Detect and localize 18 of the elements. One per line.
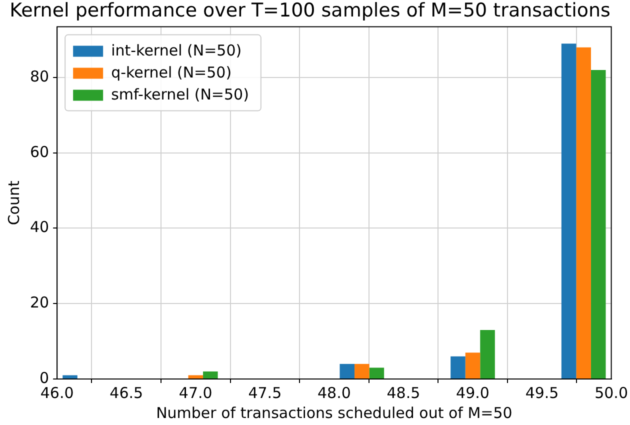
- x-tick-label: 46.5: [110, 384, 144, 402]
- legend-label: smf-kernel (N=50): [111, 86, 249, 104]
- x-tick-label: 49.5: [525, 384, 559, 402]
- x-tick-label: 48.0: [317, 384, 351, 402]
- y-tick-label: 60: [30, 142, 50, 161]
- x-tick-label: 47.0: [178, 384, 212, 402]
- x-axis-title: Number of transactions scheduled out of M=50: [156, 404, 512, 422]
- x-tick-label: 50.0: [594, 384, 628, 402]
- legend-label: int-kernel (N=50): [111, 42, 242, 60]
- y-tick-label: 40: [30, 218, 50, 236]
- chart-title: Kernel performance over T=100 samples of M=50 transactions: [10, 0, 610, 22]
- legend-label: q-kernel (N=50): [111, 64, 232, 82]
- y-tick-label: 20: [30, 294, 50, 312]
- y-axis-title: Count: [4, 180, 23, 226]
- x-tick-label: 47.5: [248, 384, 282, 402]
- x-tick-label: 49.0: [456, 384, 490, 402]
- y-tick-label: 80: [30, 67, 50, 86]
- x-tick-label: 48.5: [386, 384, 420, 402]
